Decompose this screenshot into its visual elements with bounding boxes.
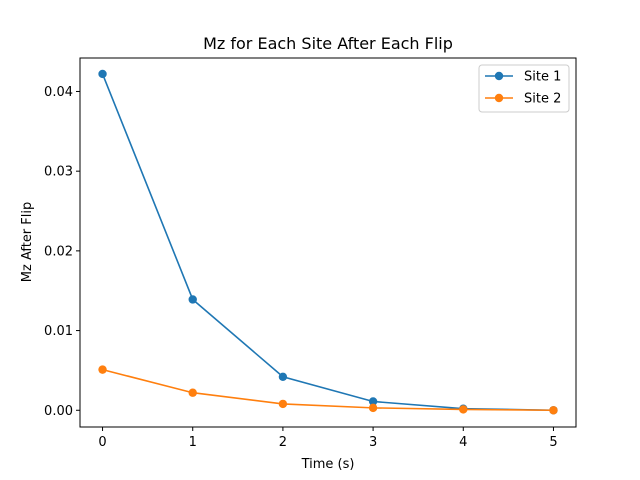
- chart-title: Mz for Each Site After Each Flip: [203, 34, 453, 53]
- site-2-point: [188, 388, 197, 397]
- site-1-point: [188, 295, 197, 304]
- x-tick-label: 5: [549, 435, 557, 450]
- site-1-legend-label: Site 1: [524, 70, 561, 85]
- site-1-point: [278, 372, 288, 381]
- x-tick-label: 3: [369, 435, 377, 450]
- y-tick-label: 0.02: [44, 244, 73, 259]
- x-axis-label: Time (s): [301, 457, 355, 472]
- y-tick-label: 0.04: [44, 85, 73, 100]
- site-2-point: [98, 365, 107, 374]
- site-2-point: [368, 403, 378, 413]
- site-2-point: [459, 405, 468, 414]
- x-axis: 0 1 2 3 4 5: [98, 427, 558, 450]
- site-2-line: [102, 368, 554, 412]
- y-axis-label: Mz After Flip: [20, 202, 35, 282]
- x-tick-label: 0: [98, 435, 106, 450]
- x-tick-label: 2: [279, 435, 287, 450]
- site-1-legend-marker: [494, 71, 504, 81]
- site-2-point: [549, 406, 558, 415]
- site-1-point: [368, 397, 378, 406]
- x-tick-label: 1: [189, 435, 197, 450]
- site-2-legend-label: Site 2: [524, 92, 561, 107]
- site-2-legend-marker: [494, 93, 504, 103]
- series-layer: [98, 69, 558, 415]
- y-tick-label: 0.00: [44, 404, 73, 419]
- plot-area-frame: [79, 57, 577, 428]
- site-1-point: [98, 69, 107, 79]
- y-tick-label: 0.01: [44, 324, 73, 339]
- legend: Site 1 Site 2: [478, 64, 570, 113]
- y-axis: 0.00 0.01 0.02 0.03 0.04: [44, 85, 80, 419]
- site-1-line: [101, 73, 554, 412]
- x-tick-label: 4: [459, 435, 467, 450]
- site-2-point: [278, 399, 288, 409]
- y-tick-label: 0.03: [44, 165, 73, 180]
